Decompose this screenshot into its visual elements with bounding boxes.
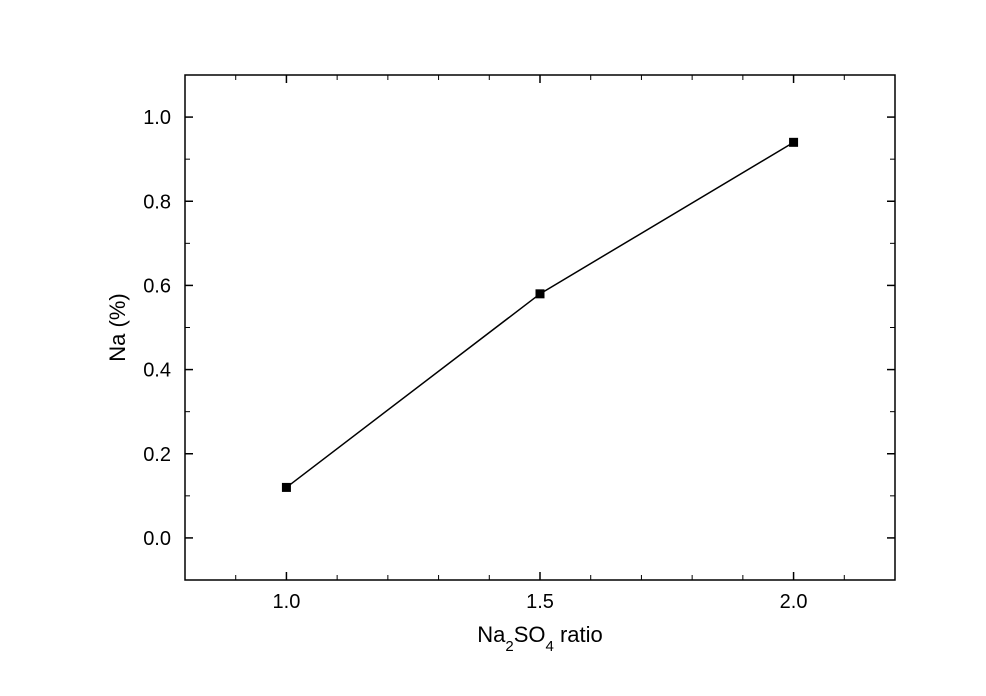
y-axis-label: Na (%) xyxy=(105,293,130,361)
y-tick-label: 0.6 xyxy=(143,275,171,297)
y-tick-label: 0.4 xyxy=(143,360,171,382)
x-tick-label: 1.0 xyxy=(273,591,301,613)
y-tick-label: 0.0 xyxy=(143,528,171,550)
chart-container: 1.01.52.00.00.20.40.60.81.0Na (%)Na2SO4 … xyxy=(0,0,986,696)
y-tick-label: 1.0 xyxy=(143,107,171,129)
data-marker xyxy=(789,138,798,147)
y-tick-label: 0.8 xyxy=(143,191,171,213)
x-tick-label: 1.5 xyxy=(526,591,554,613)
line-chart: 1.01.52.00.00.20.40.60.81.0Na (%)Na2SO4 … xyxy=(0,0,986,696)
data-marker xyxy=(282,483,291,492)
y-tick-label: 0.2 xyxy=(143,444,171,466)
x-tick-label: 2.0 xyxy=(780,591,808,613)
chart-background xyxy=(0,0,986,696)
data-marker xyxy=(536,289,545,298)
